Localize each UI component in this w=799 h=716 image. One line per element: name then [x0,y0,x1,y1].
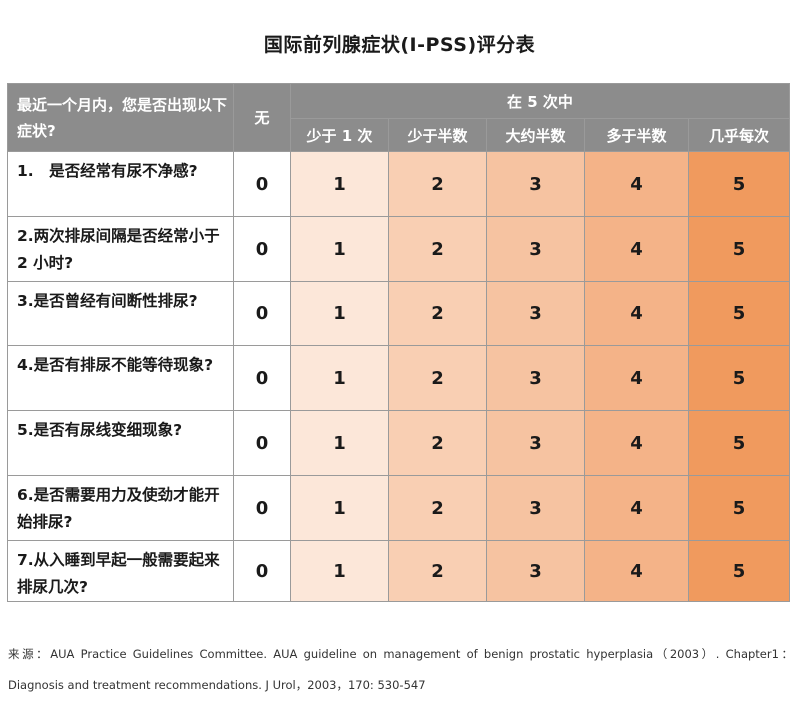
score-cell: 5 [688,540,790,602]
table-row: 2.两次排尿间隔是否经常小于 2 小时? 0 1 2 3 4 5 [7,216,790,282]
question-cell: 4.是否有排尿不能等待现象? [7,345,234,411]
score-cell: 3 [486,540,585,602]
score-cell: 5 [688,216,790,282]
table-row: 1. 是否经常有尿不净感? 0 1 2 3 4 5 [7,151,790,217]
table-row: 7.从入睡到早起一般需要起来排尿几次? 0 1 2 3 4 5 [7,540,790,602]
page-title: 国际前列腺症状(I-PSS)评分表 [263,34,536,56]
score-cell: 3 [486,216,585,282]
score-cell: 5 [688,475,790,541]
score-cell: 0 [233,345,291,411]
header-freq-3: 大约半数 [486,118,585,152]
score-cell: 0 [233,410,291,476]
question-cell: 7.从入睡到早起一般需要起来排尿几次? [7,540,234,602]
source-citation: 来源：AUA Practice Guidelines Committee. AU… [8,647,793,692]
question-cell: 2.两次排尿间隔是否经常小于 2 小时? [7,216,234,282]
score-cell: 1 [290,540,389,602]
score-cell: 1 [290,216,389,282]
score-cell: 2 [388,345,487,411]
score-cell: 4 [584,151,689,217]
score-cell: 1 [290,475,389,541]
score-cell: 0 [233,281,291,346]
score-cell: 5 [688,151,790,217]
score-cell: 0 [233,540,291,602]
header-freq-4: 多于半数 [584,118,689,152]
question-cell: 5.是否有尿线变细现象? [7,410,234,476]
score-cell: 2 [388,540,487,602]
score-cell: 4 [584,281,689,346]
score-cell: 0 [233,475,291,541]
score-cell: 5 [688,281,790,346]
score-cell: 3 [486,281,585,346]
score-cell: 4 [584,540,689,602]
header-none: 无 [233,83,291,152]
question-cell: 6.是否需要用力及使劲才能开始排尿? [7,475,234,541]
score-cell: 2 [388,281,487,346]
score-cell: 3 [486,151,585,217]
table-row: 5.是否有尿线变细现象? 0 1 2 3 4 5 [7,410,790,476]
score-cell: 1 [290,151,389,217]
score-cell: 1 [290,410,389,476]
header-freq-2: 少于半数 [388,118,487,152]
score-cell: 4 [584,410,689,476]
score-cell: 3 [486,475,585,541]
table-row: 3.是否曾经有间断性排尿? 0 1 2 3 4 5 [7,281,790,346]
score-cell: 2 [388,475,487,541]
score-cell: 2 [388,410,487,476]
score-cell: 1 [290,281,389,346]
score-cell: 4 [584,345,689,411]
question-cell: 1. 是否经常有尿不净感? [7,151,234,217]
score-cell: 4 [584,216,689,282]
header-frequency-group: 在 5 次中 [290,83,790,119]
score-cell: 2 [388,216,487,282]
question-cell: 3.是否曾经有间断性排尿? [7,281,234,346]
header-freq-5: 几乎每次 [688,118,790,152]
score-cell: 5 [688,410,790,476]
score-cell: 0 [233,216,291,282]
header-freq-1: 少于 1 次 [290,118,389,152]
table-row: 4.是否有排尿不能等待现象? 0 1 2 3 4 5 [7,345,790,411]
score-cell: 2 [388,151,487,217]
score-cell: 5 [688,345,790,411]
score-cell: 3 [486,345,585,411]
score-cell: 4 [584,475,689,541]
table-row: 6.是否需要用力及使劲才能开始排尿? 0 1 2 3 4 5 [7,475,790,541]
score-cell: 0 [233,151,291,217]
header-question: 最近一个月内，您是否出现以下症状? [7,83,234,152]
score-cell: 1 [290,345,389,411]
ipss-table: 最近一个月内，您是否出现以下症状? 无 在 5 次中 少于 1 次 少于半数 大… [7,83,790,602]
score-cell: 3 [486,410,585,476]
